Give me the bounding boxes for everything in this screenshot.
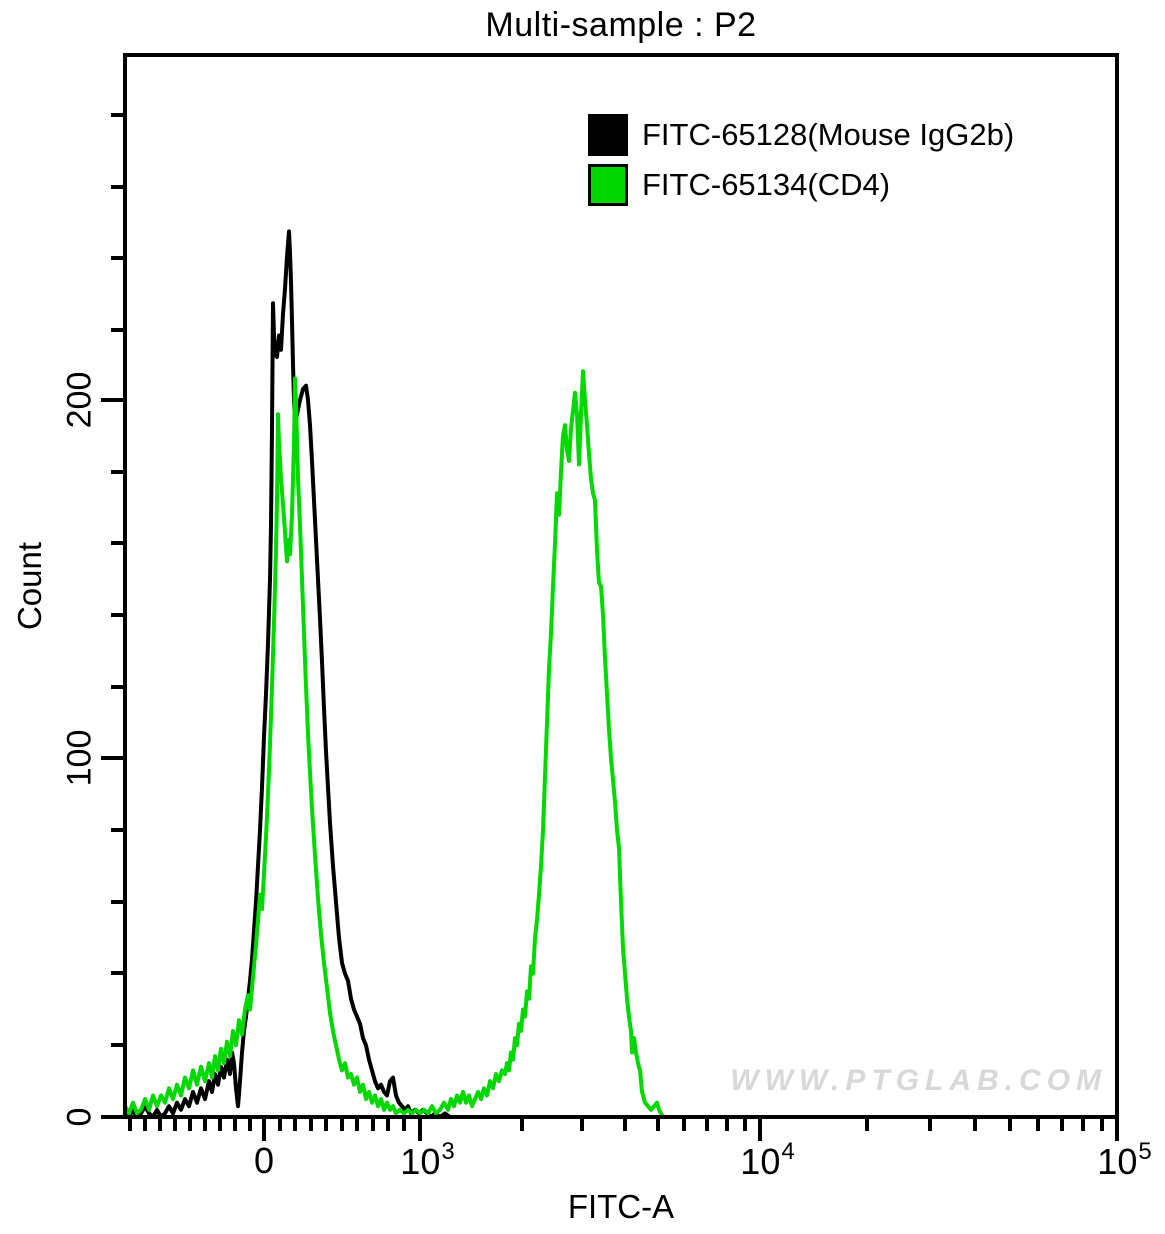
legend-swatch-green	[588, 164, 628, 206]
igg2b-control-curve	[123, 229, 452, 1119]
legend: FITC-65128(Mouse IgG2b) FITC-65134(CD4)	[588, 110, 1014, 210]
x-tick-label: 103	[400, 1138, 455, 1182]
watermark: WWW.PTGLAB.COM	[730, 1064, 1107, 1097]
legend-label-cd4: FITC-65134(CD4)	[642, 167, 891, 202]
y-tick-label: 0	[60, 1107, 99, 1127]
x-tick-label: 104	[740, 1138, 795, 1182]
legend-label-igg2b: FITC-65128(Mouse IgG2b)	[642, 117, 1015, 152]
cd4-curve	[123, 369, 665, 1119]
chart-title: Multi-sample : P2	[485, 6, 757, 44]
x-tick-label: 0	[253, 1140, 275, 1181]
plot-border	[123, 53, 1119, 1119]
legend-item-cd4: FITC-65134(CD4)	[588, 160, 1014, 210]
x-axis-title: FITC-A	[567, 1188, 675, 1225]
y-tick-label: 100	[60, 729, 99, 787]
histogram-curves	[123, 229, 665, 1119]
y-tick-label: 200	[60, 371, 99, 429]
x-tick-label: 105	[1097, 1138, 1152, 1182]
legend-item-igg2b: FITC-65128(Mouse IgG2b)	[588, 110, 1014, 160]
legend-swatch-black	[588, 114, 628, 156]
axis-ticks	[101, 113, 1119, 1141]
